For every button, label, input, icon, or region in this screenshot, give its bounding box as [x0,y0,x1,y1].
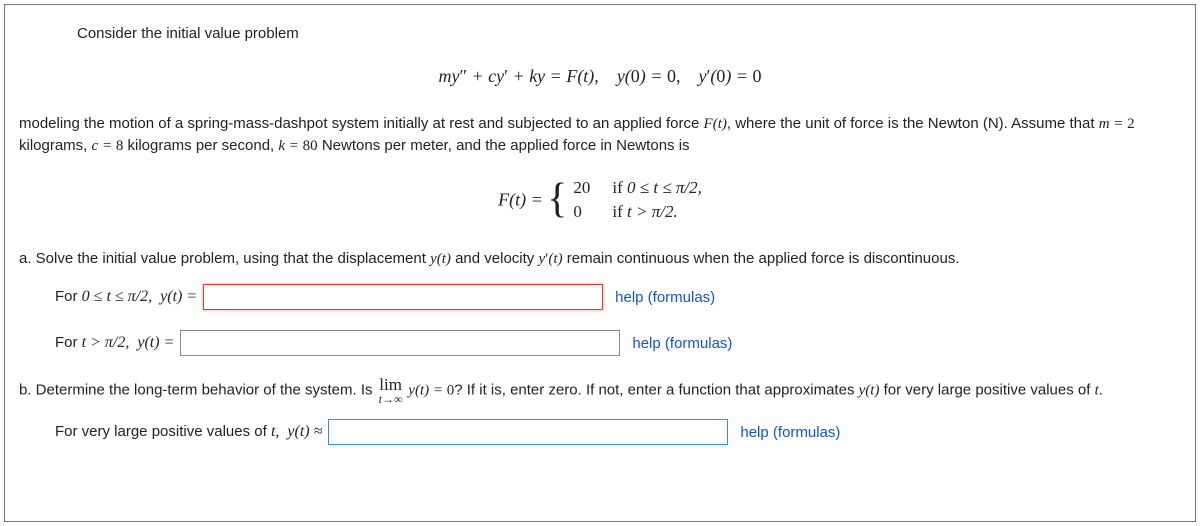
answer-row-2: For t > π/2, y(t) = help (formulas) [55,330,1181,356]
m-value: m = 2 [1099,116,1135,132]
intro-line: Consider the initial value problem [77,23,1181,46]
part-a-prompt: a. Solve the initial value problem, usin… [19,248,1181,271]
part-b-yt: y(t) [859,382,880,398]
row1-label: For 0 ≤ t ≤ π/2, y(t) = [55,288,197,306]
piecewise-body: { 20 if 0 ≤ t ≤ π/2, 0 if t > π/2. [547,178,702,222]
left-brace: { [547,181,567,219]
answer-input-2[interactable] [180,330,620,356]
setup-line2-post: Newtons per meter, and the applied force… [318,137,690,154]
case2-cond: if t > π/2. [612,202,702,222]
answer-input-1[interactable] [203,284,603,310]
part-b-pre: b. Determine the long-term behavior of t… [19,381,377,398]
case1-value: 20 [573,178,590,198]
k-value: k = 80 [278,138,317,154]
piecewise-cases: 20 if 0 ≤ t ≤ π/2, 0 if t > π/2. [573,178,702,222]
piecewise-definition: F(t) = { 20 if 0 ≤ t ≤ π/2, 0 if t > π/2… [19,178,1181,222]
answer-row-3: For very large positive values of t, y(t… [55,419,1181,445]
ode-formula: my″ + cy′ + ky = F(t),y(0) = 0,y′(0) = 0 [438,66,761,86]
row2-label: For t > π/2, y(t) = [55,334,174,352]
limit-expression: limt→∞ [379,376,403,405]
part-b-tail: for very large positive values of [879,381,1094,398]
part-b-dot: . [1099,381,1103,398]
F-of-t: F(t) [704,116,727,132]
case1-cond: if 0 ≤ t ≤ π/2, [612,178,702,198]
help-link-3[interactable]: help (formulas) [740,424,840,441]
intro-text: Consider the initial value problem [77,25,299,42]
answer-row-1: For 0 ≤ t ≤ π/2, y(t) = help (formulas) [55,284,1181,310]
setup-line2-mid: kilograms per second, [123,137,278,154]
help-link-1[interactable]: help (formulas) [615,289,715,306]
case2-value: 0 [573,202,590,222]
part-b-prompt: b. Determine the long-term behavior of t… [19,376,1181,405]
row3-label: For very large positive values of t, y(t… [55,423,322,441]
part-a-yt: y(t) [430,251,451,267]
setup-paragraph: modeling the motion of a spring-mass-das… [19,113,1181,158]
limit-body: y(t) = 0 [405,382,455,398]
setup-text-1: modeling the motion of a spring-mass-das… [19,115,704,132]
answer-input-3[interactable] [328,419,728,445]
ode-equation: my″ + cy′ + ky = F(t),y(0) = 0,y′(0) = 0 [19,66,1181,87]
setup-text-2: , where the unit of force is the Newton … [727,115,1099,132]
help-link-2[interactable]: help (formulas) [632,335,732,352]
part-a-ypt: y′(t) [538,251,562,267]
problem-container: Consider the initial value problem my″ +… [4,4,1196,522]
part-a-rest: remain continuous when the applied force… [563,250,960,267]
part-a-label: a. Solve the initial value problem, usin… [19,250,430,267]
part-b-post: ? If it is, enter zero. If not, enter a … [454,381,858,398]
c-value: c = 8 [92,138,124,154]
setup-line2-pre: kilograms, [19,137,92,154]
part-a-mid: and velocity [451,250,539,267]
piecewise-lhs: F(t) = [498,189,547,209]
